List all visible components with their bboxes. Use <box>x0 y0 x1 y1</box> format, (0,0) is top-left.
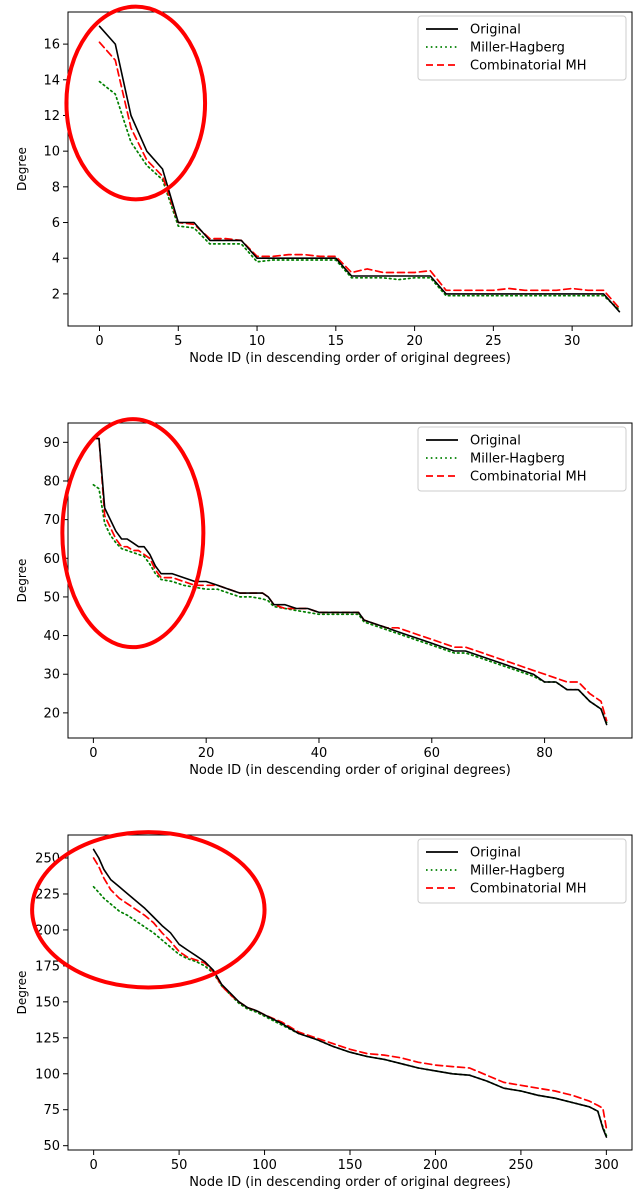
y-tick-label: 2 <box>52 287 60 302</box>
legend-label: Miller-Hagberg <box>470 864 565 879</box>
x-tick-label: 300 <box>594 1158 619 1173</box>
series-line-original <box>92 848 608 1138</box>
series-line-miller-hagberg <box>92 885 608 1137</box>
series-line-miller-hagberg <box>92 483 608 724</box>
legend-label: Combinatorial MH <box>470 470 586 485</box>
x-tick-label: 30 <box>564 334 581 349</box>
y-tick-label: 50 <box>43 1139 60 1154</box>
highlight-ellipse <box>30 830 267 990</box>
legend-label: Combinatorial MH <box>470 882 586 897</box>
legend-label: Miller-Hagberg <box>470 41 565 56</box>
chart-panel-3: 0 50 100 150 200 250 300 50 75 100 125 150 175 200 225… <box>15 830 633 1190</box>
series-line-original <box>98 25 621 313</box>
legend-label: Original <box>470 23 521 38</box>
y-tick-label: 60 <box>43 552 60 567</box>
y-tick-label: 4 <box>52 252 60 267</box>
y-tick-label: 20 <box>43 706 60 721</box>
x-axis-label: Node ID (in descending order of original… <box>189 351 511 366</box>
y-tick-label: 100 <box>35 1067 60 1082</box>
y-tick-label: 8 <box>52 180 60 195</box>
highlight-ellipse <box>64 4 208 202</box>
y-axis-label: Degree <box>15 147 29 191</box>
legend: Original Miller-Hagberg Combinatorial MH <box>417 838 627 904</box>
y-tick-label: 10 <box>43 145 60 160</box>
series-line-combinatorial-mh <box>98 41 621 310</box>
chart-panel-2: 0 20 40 60 80 20 30 40 50 60 70 80 90 Node ID (in des… <box>15 417 633 778</box>
y-tick-label: 90 <box>43 436 60 451</box>
x-tick-label: 25 <box>485 334 502 349</box>
x-axis-label: Node ID (in descending order of original… <box>189 1175 511 1190</box>
x-tick-label: 20 <box>198 746 215 761</box>
x-tick-label: 80 <box>536 746 553 761</box>
legend-label: Original <box>470 434 521 449</box>
x-tick-label: 200 <box>423 1158 448 1173</box>
y-axis-label: Degree <box>15 559 29 603</box>
legend: Original Miller-Hagberg Combinatorial MH <box>417 15 627 81</box>
y-tick-label: 225 <box>35 887 60 902</box>
x-tick-label: 0 <box>89 746 97 761</box>
x-tick-label: 15 <box>328 334 345 349</box>
y-tick-label: 70 <box>43 513 60 528</box>
y-tick-label: 14 <box>43 73 60 88</box>
y-tick-label: 150 <box>35 995 60 1010</box>
x-tick-label: 100 <box>252 1158 277 1173</box>
plot-frame <box>67 11 633 327</box>
legend-label: Miller-Hagberg <box>470 452 565 467</box>
x-tick-label: 5 <box>174 334 182 349</box>
y-tick-label: 125 <box>35 1031 60 1046</box>
y-tick-label: 200 <box>35 923 60 938</box>
series-line-original <box>92 437 608 726</box>
x-tick-label: 50 <box>171 1158 188 1173</box>
x-tick-label: 0 <box>89 1158 97 1173</box>
x-tick-label: 20 <box>406 334 423 349</box>
y-tick-label: 6 <box>52 216 60 231</box>
x-tick-label: 60 <box>424 746 441 761</box>
y-tick-label: 40 <box>43 629 60 644</box>
y-tick-label: 12 <box>43 109 60 124</box>
legend-box <box>417 15 627 81</box>
y-tick-label: 16 <box>43 38 60 53</box>
highlight-ellipse <box>60 417 206 650</box>
y-axis-label: Degree <box>15 971 29 1015</box>
legend: Original Miller-Hagberg Combinatorial MH <box>417 426 627 492</box>
x-tick-label: 150 <box>338 1158 363 1173</box>
y-tick-label: 75 <box>43 1103 60 1118</box>
x-tick-label: 250 <box>508 1158 533 1173</box>
legend-box <box>417 838 627 904</box>
legend-label: Original <box>470 846 521 861</box>
legend-label: Combinatorial MH <box>470 59 586 74</box>
y-tick-label: 50 <box>43 590 60 605</box>
y-tick-label: 30 <box>43 668 60 683</box>
series-line-combinatorial-mh <box>92 437 608 722</box>
legend-box <box>417 426 627 492</box>
x-tick-label: 40 <box>311 746 328 761</box>
y-tick-label: 80 <box>43 474 60 489</box>
chart-panel-1: 0 5 10 15 20 25 30 2 4 6 8 10 12 14 16 Node ID (in desc… <box>15 4 633 366</box>
x-tick-label: 10 <box>249 334 266 349</box>
y-tick-label: 175 <box>35 959 60 974</box>
x-tick-label: 0 <box>95 334 103 349</box>
x-axis-label: Node ID (in descending order of original… <box>189 763 511 778</box>
series-line-miller-hagberg <box>98 80 621 311</box>
